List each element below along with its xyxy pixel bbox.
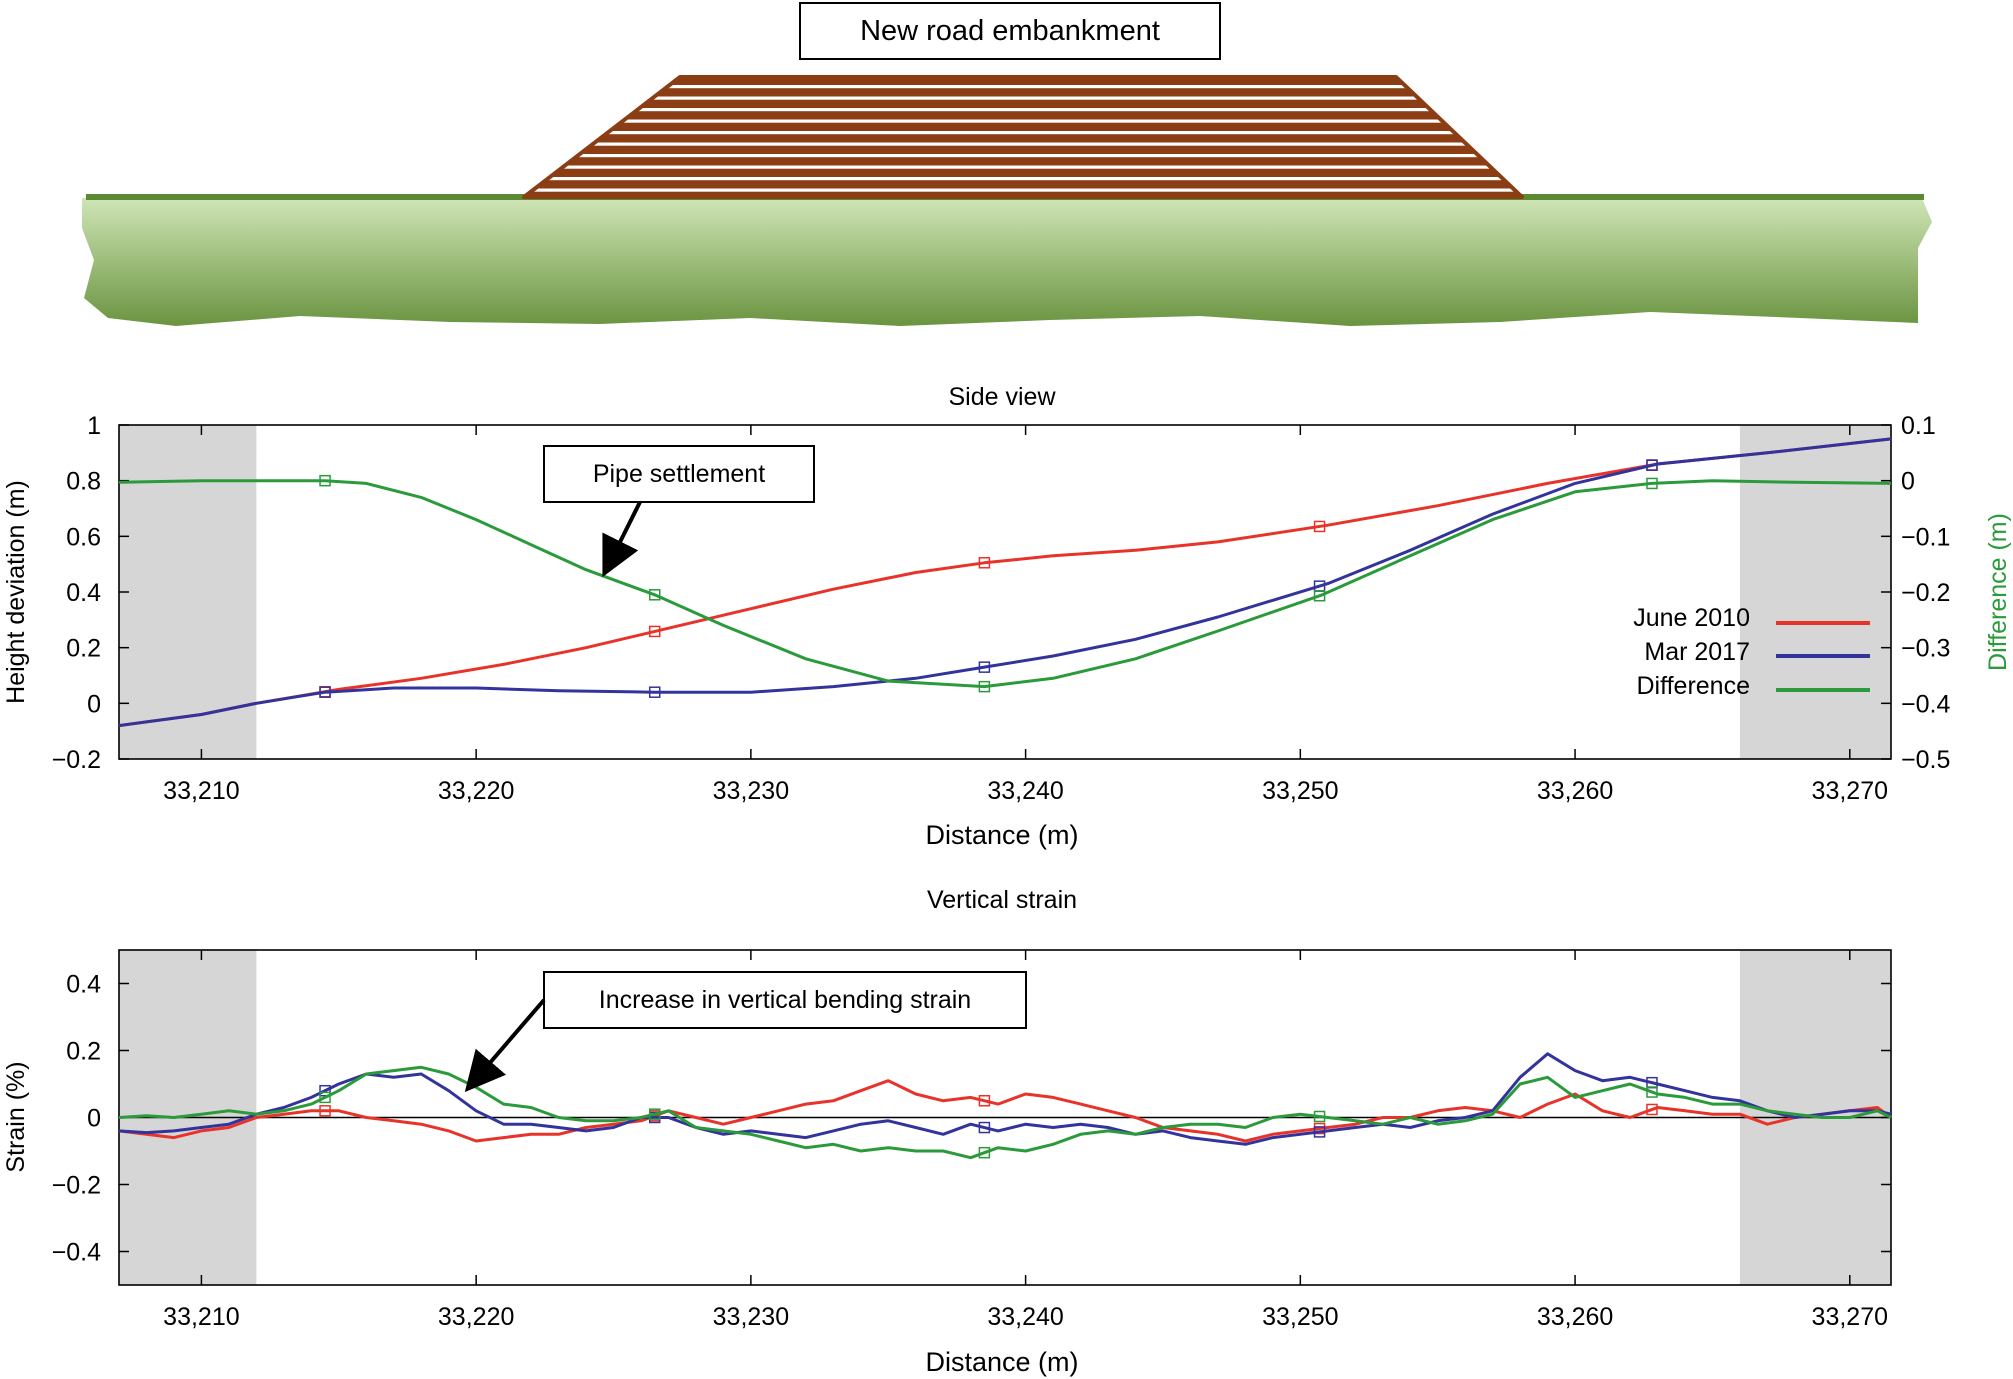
side-view-y-tick-label: 0.4 [66,579,101,607]
embankment-label-box [799,2,1221,60]
side-view-y2-tick-label: −0.2 [1901,579,1950,607]
strain-x-tick-label: 33,210 [163,1303,239,1331]
strain-marker-mar-2017 [319,1084,331,1097]
pipe-settlement-annotation: Pipe settlement [543,445,815,578]
side-view-y-tick-label: 1 [87,412,101,440]
legend-label-june-2010: June 2010 [1633,604,1750,632]
side-view-x-tick-label: 33,220 [438,777,514,805]
ground-body [82,198,1932,326]
side-view-marker-june-2010 [978,557,991,569]
embankment-body [522,75,1524,199]
side-view-x-tick-label: 33,270 [1812,777,1888,805]
side-view-x-tick-label: 33,250 [1262,777,1338,805]
strain-marker-difference [1646,1086,1658,1098]
side-view-x-tick-label: 33,210 [163,777,239,805]
strain-series-mar-2017 [118,1052,1892,1146]
side-view-marker-mar-2017 [319,686,331,698]
side-view-x-tick-label: 33,260 [1537,777,1613,805]
pipe-settlement-arrow [602,501,642,578]
side-view-series [118,437,1892,728]
side-view-y-tick-label: 0.8 [66,468,101,496]
strain-y-tick-label: −0.4 [52,1239,101,1267]
side-view-marker-difference [319,474,331,487]
side-view-marker-mar-2017 [978,661,991,673]
side-view-y-tick-label: 0.6 [66,523,101,551]
strain-marker-june-2010 [319,1105,331,1117]
side-view-marker-mar-2017 [1646,459,1658,472]
side-view-y2-tick-label: 0 [1901,468,1915,496]
side-view-y2-tick-label: −0.1 [1901,523,1950,551]
side-view-y2-tick-label: −0.3 [1901,635,1950,663]
side-view-series-mar-2017 [118,437,1892,728]
side-view-y2-tick-label: 0.1 [1901,412,1936,440]
strain-x-tick-label: 33,270 [1812,1303,1888,1331]
side-view-y2-axis-label: Difference (m) [1984,513,2012,671]
side-view-title: Side view [949,383,1057,411]
side-view-ticks: 33,210 33,220 33,230 33,240 33,250 33,260 33,2… [52,412,1951,805]
side-view-y-tick-label: −0.2 [52,746,101,774]
side-view-marker-june-2010 [1313,520,1326,533]
side-view-marker-difference [1313,589,1326,602]
strain-marker-difference [978,1146,991,1159]
strain-title: Vertical strain [927,886,1077,914]
strain-marker-june-2010 [1646,1103,1658,1116]
strain-x-tick-label: 33,250 [1262,1303,1338,1331]
side-view-marker-difference [1646,477,1658,490]
embankment-label: New road embankment [860,15,1160,47]
bending-strain-label: Increase in vertical bending strain [599,986,971,1014]
bending-strain-box [543,971,1027,1029]
strain-marker-mar-2017 [1313,1126,1326,1138]
side-view-y-axis-label: Height deviation (m) [2,480,30,704]
strain-marker-difference [319,1091,331,1104]
legend-label-mar-2017: Mar 2017 [1644,638,1750,666]
side-view-legend: June 2010 Mar 2017 Difference [1633,604,1870,700]
strain-marker-difference [648,1108,661,1120]
side-view-marker-mar-2017 [648,686,661,698]
side-view-series-june-2010 [118,437,1892,728]
side-view-marker-difference [978,680,991,693]
side-view-masked-regions [119,425,1891,759]
side-view-x-tick-label: 33,240 [987,777,1063,805]
pipe-settlement-label: Pipe settlement [593,460,765,488]
side-view-chart: Side view 33,210 33,220 33,230 33,240 33,250… [2,383,2012,850]
strain-y-tick-label: −0.2 [52,1172,101,1200]
strain-y-tick-label: 0.2 [66,1038,101,1066]
strain-x-tick-label: 33,220 [438,1303,514,1331]
strain-x-axis-label: Distance (m) [925,1347,1078,1377]
side-view-y2-tick-label: −0.4 [1901,690,1950,718]
side-view-y-tick-label: 0 [87,690,101,718]
side-view-marker-difference [648,589,661,601]
strain-ticks: 33,210 33,220 33,230 33,240 33,250 33,260 33,2… [52,950,1891,1331]
strain-series-difference [118,1065,1892,1160]
strain-y-tick-label: 0 [87,1105,101,1133]
strain-x-tick-label: 33,240 [987,1303,1063,1331]
strain-marker-difference [1313,1110,1326,1123]
strain-series [118,1052,1892,1160]
legend-label-difference: Difference [1637,672,1751,700]
bending-strain-annotation: Increase in vertical bending strain [464,971,1027,1093]
vertical-strain-chart: Vertical strain 33,210 33,220 33,230 33,240… [2,886,1892,1377]
side-view-x-axis-label: Distance (m) [925,820,1078,850]
side-view-plot-frame [118,424,1892,760]
embankment-diagram: New road embankment [82,2,1932,326]
strain-marker-june-2010 [978,1095,991,1107]
side-view-marker-june-2010 [648,625,661,638]
strain-y-axis-label: Strain (%) [2,1061,30,1172]
side-view-masked-region [1739,425,1891,759]
side-view-x-tick-label: 33,230 [713,777,789,805]
side-view-y2-tick-label: −0.5 [1901,746,1950,774]
strain-x-tick-label: 33,260 [1537,1303,1613,1331]
bending-strain-arrow [464,998,546,1093]
strain-x-tick-label: 33,230 [713,1303,789,1331]
strain-marker-mar-2017 [978,1121,991,1134]
strain-y-tick-label: 0.4 [66,971,101,999]
side-view-series-difference [118,479,1892,689]
pipe-settlement-box [543,445,815,503]
side-view-y-tick-label: 0.2 [66,635,101,663]
strain-series-june-2010 [118,1079,1892,1143]
